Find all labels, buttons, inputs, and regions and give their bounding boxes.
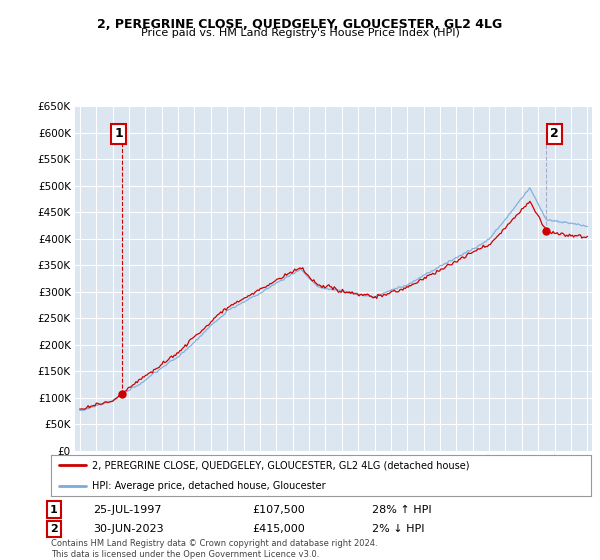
Text: 1: 1 [50,505,58,515]
Text: 25-JUL-1997: 25-JUL-1997 [93,505,161,515]
Text: 2, PEREGRINE CLOSE, QUEDGELEY, GLOUCESTER, GL2 4LG (detached house): 2, PEREGRINE CLOSE, QUEDGELEY, GLOUCESTE… [91,460,469,470]
Text: £107,500: £107,500 [252,505,305,515]
Text: 2: 2 [50,524,58,534]
Text: £415,000: £415,000 [252,524,305,534]
Text: Contains HM Land Registry data © Crown copyright and database right 2024.
This d: Contains HM Land Registry data © Crown c… [51,539,377,559]
Text: 2% ↓ HPI: 2% ↓ HPI [372,524,425,534]
Text: 2: 2 [550,128,559,141]
Text: 1: 1 [115,128,123,141]
Text: Price paid vs. HM Land Registry's House Price Index (HPI): Price paid vs. HM Land Registry's House … [140,28,460,38]
Text: 30-JUN-2023: 30-JUN-2023 [93,524,164,534]
Text: 28% ↑ HPI: 28% ↑ HPI [372,505,431,515]
Text: 2, PEREGRINE CLOSE, QUEDGELEY, GLOUCESTER, GL2 4LG: 2, PEREGRINE CLOSE, QUEDGELEY, GLOUCESTE… [97,18,503,31]
Text: HPI: Average price, detached house, Gloucester: HPI: Average price, detached house, Glou… [91,480,325,491]
